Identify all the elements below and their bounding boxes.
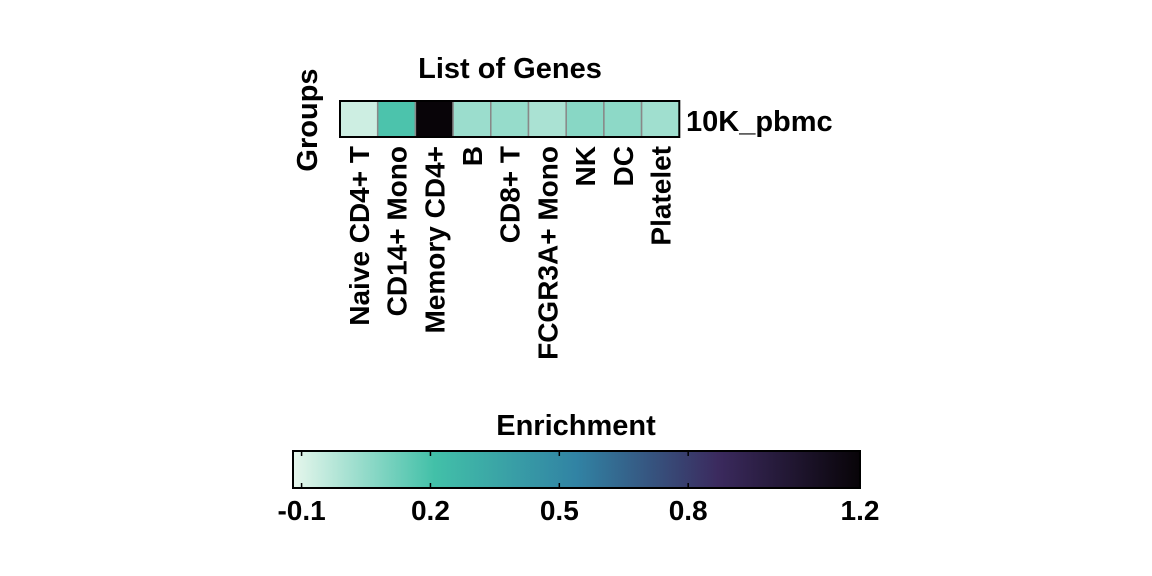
colorbar-ticks: -0.1 0.2 0.5 0.8 1.2 <box>277 451 879 526</box>
column-label: Memory CD4+ <box>419 146 450 334</box>
column-label: Platelet <box>645 146 676 246</box>
colorbar-label: Enrichment <box>496 410 656 442</box>
column-label: CD14+ Mono <box>382 146 413 316</box>
heatmap-cell <box>527 100 567 138</box>
heatmap-cells <box>339 100 681 138</box>
row-label: 10K_pbmc <box>686 106 833 138</box>
y-axis-label: Groups <box>292 68 324 171</box>
column-labels: Naive CD4+ T CD14+ Mono Memory CD4+ B CD8+ T… <box>344 146 677 360</box>
colorbar-tick-label: 0.2 <box>411 495 450 526</box>
column-label: B <box>457 146 488 166</box>
column-label: Naive CD4+ T <box>344 146 375 326</box>
heatmap-cell <box>565 100 605 138</box>
heatmap-cell <box>603 100 643 138</box>
column-label: DC <box>608 146 639 186</box>
heatmap-cell <box>640 100 681 138</box>
heatmap-border <box>339 100 681 138</box>
colorbar-tick-label: 1.2 <box>841 495 880 526</box>
colorbar-tick-label: 0.5 <box>540 495 579 526</box>
heatmap-cell <box>452 100 492 138</box>
column-label: NK <box>570 146 601 186</box>
colorbar-tick-label: 0.8 <box>669 495 708 526</box>
column-label: CD8+ T <box>495 146 526 243</box>
chart-title: List of Genes <box>418 53 602 85</box>
heatmap-cell <box>376 100 417 138</box>
heatmap-cell <box>490 100 530 138</box>
colorbar-tick-label: -0.1 <box>277 495 325 526</box>
colorbar <box>292 450 861 489</box>
heatmap-cell <box>339 100 379 138</box>
column-label: FCGR3A+ Mono <box>532 146 563 360</box>
heatmap-cell <box>414 100 454 138</box>
